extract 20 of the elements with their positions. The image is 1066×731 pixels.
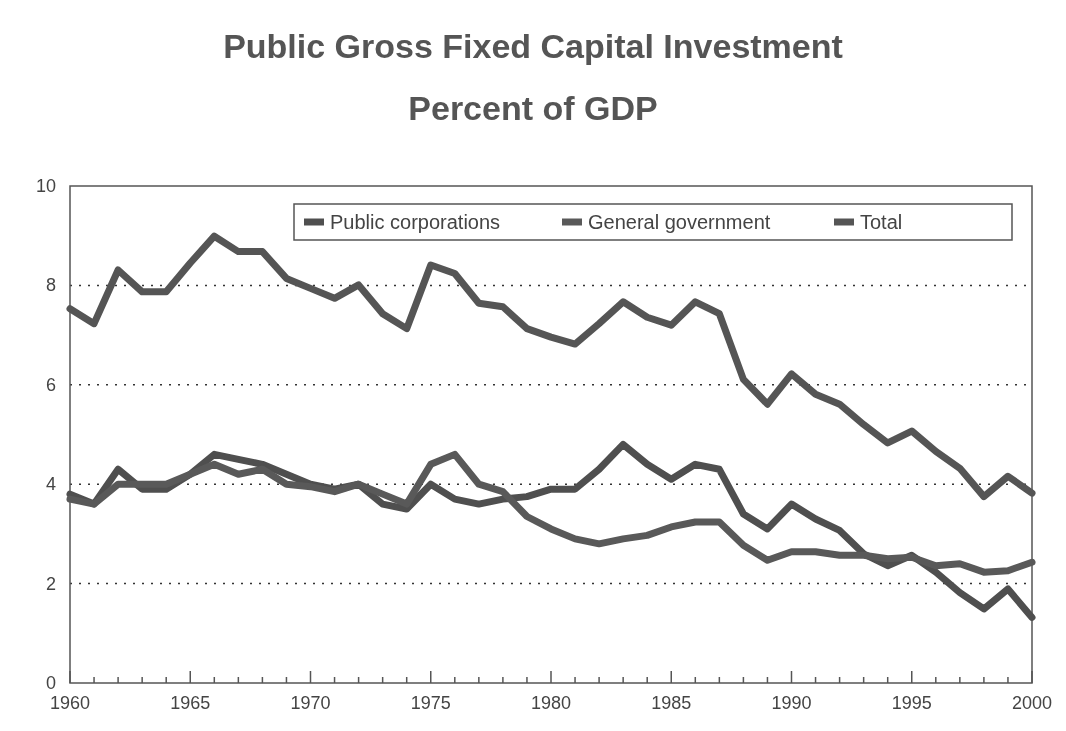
x-tick-label: 1975 (410, 693, 451, 713)
x-tick-label: 1990 (771, 693, 812, 713)
y-tick-label: 8 (45, 275, 56, 296)
legend-label: Total (860, 211, 903, 233)
y-tick-label: 0 (45, 673, 56, 693)
x-tick-label: 2000 (1011, 693, 1053, 713)
x-tick-label: 1985 (651, 693, 692, 713)
y-tick-label: 4 (45, 474, 56, 495)
x-tick-label: 1970 (290, 693, 331, 713)
legend-label: Public corporations (330, 211, 501, 233)
x-tick-label: 1965 (170, 693, 211, 713)
chart-title: Public Gross Fixed Capital Investment (223, 27, 843, 65)
legend-label: General government (588, 211, 771, 233)
y-tick-label: 6 (45, 374, 56, 395)
x-tick-label: 1980 (530, 693, 572, 713)
x-tick-label: 1960 (49, 693, 91, 713)
chart-subtitle: Percent of GDP (408, 89, 658, 127)
y-tick-label: 10 (35, 176, 56, 196)
y-tick-label: 2 (45, 573, 56, 594)
x-tick-label: 1995 (891, 693, 932, 713)
